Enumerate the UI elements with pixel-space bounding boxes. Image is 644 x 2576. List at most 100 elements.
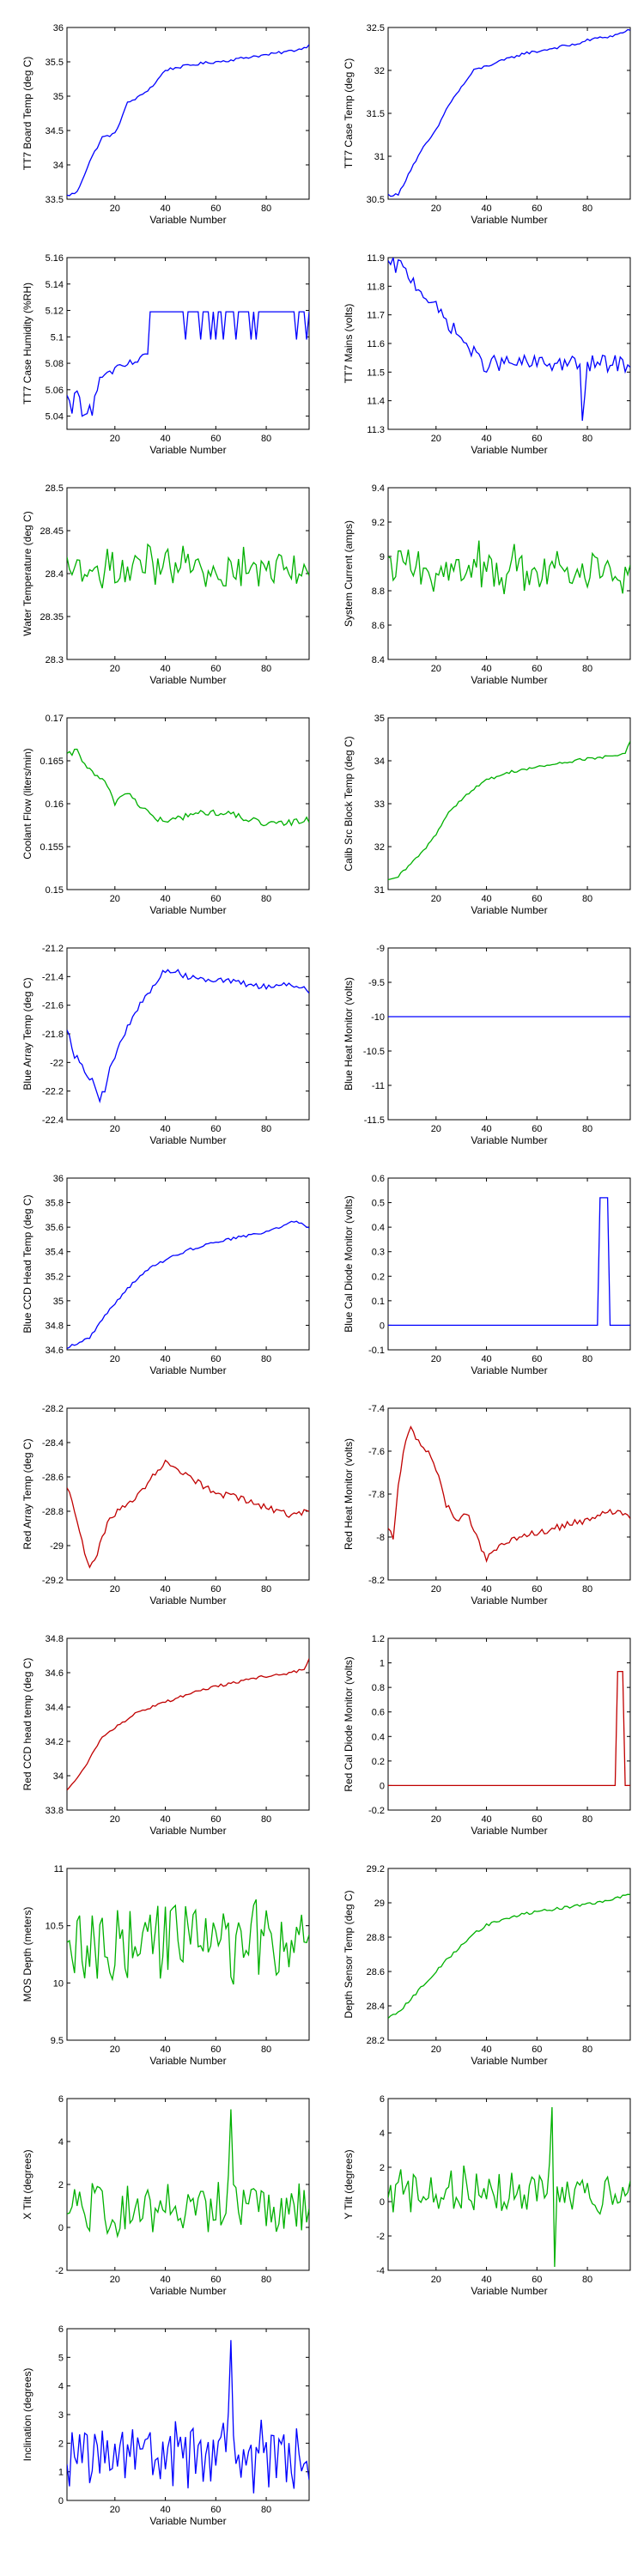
y-tick-label: -21.2 [42,944,64,954]
x-axis-label: Variable Number [471,214,547,226]
y-axis-label: TT7 Board Temp (deg C) [21,57,33,171]
y-tick-label: 28.4 [46,569,64,580]
series-line [67,1220,309,1350]
x-tick-label: 40 [160,1584,170,1595]
y-axis-label: Red CCD head temp (deg C) [21,1658,33,1791]
axes-box [66,717,310,890]
y-tick-label: 34.2 [46,1737,64,1747]
y-tick-label: 34.4 [46,1703,64,1713]
plot-9: -22.4 -22.2 -22 -21.8 -21.6 -21.4 -21.2 20 40 60 8… [21,944,310,1146]
y-tick-label: 5.12 [46,307,64,317]
y-tick-label: 0 [380,1781,385,1791]
y-tick-label: 0.155 [39,842,64,853]
axes-box [66,1637,310,1811]
x-tick-label: 80 [261,1584,271,1595]
y-axis-label: Inclination (degrees) [21,2368,33,2462]
y-tick-label: 0.165 [39,756,64,767]
y-tick-label: 11 [54,1864,64,1874]
y-tick-label: 33.5 [46,195,64,205]
plot-10: -11.5 -11 -10.5 -10 -9.5 -9 20 40 60 80 Variable N… [343,944,631,1146]
y-tick-label: 11.3 [367,425,385,435]
y-axis-label: Depth Sensor Temp (deg C) [343,1890,355,2018]
x-tick-label: 40 [481,894,491,904]
axes-box [66,2328,310,2501]
x-tick-label: 60 [210,1814,221,1825]
x-tick-label: 20 [431,2275,441,2285]
y-tick-label: 1 [58,2468,64,2478]
axes-box [387,257,631,430]
y-axis-label: Blue Cal Diode Monitor (volts) [343,1195,355,1332]
x-tick-label: 20 [431,1124,441,1134]
axes-box [66,1868,310,2041]
y-tick-label: 0.2 [372,1757,385,1767]
y-tick-label: 5.16 [46,253,64,264]
y-tick-label: 2 [58,2180,64,2190]
x-tick-label: 20 [110,1124,120,1134]
x-tick-label: 80 [582,204,592,214]
series-line [67,1899,309,1985]
x-tick-label: 60 [210,2505,221,2515]
y-tick-label: 28.35 [39,612,64,623]
y-tick-label: 35.2 [46,1272,64,1282]
y-tick-label: 35 [53,1297,64,1307]
x-tick-label: 20 [110,1354,120,1364]
y-tick-label: 34.6 [46,1346,64,1356]
x-axis-label: Variable Number [149,674,226,686]
x-tick-label: 80 [261,1354,271,1364]
y-tick-label: -22 [50,1058,64,1068]
x-tick-label: 40 [481,2044,491,2055]
x-tick-label: 80 [261,2044,271,2055]
axes-box [66,947,310,1121]
axes-box [66,2098,310,2271]
x-tick-label: 40 [481,1124,491,1134]
y-tick-label: 4 [380,2129,385,2139]
y-tick-label: 4 [58,2382,64,2392]
y-tick-label: -22.2 [42,1087,64,1097]
series-line [67,543,309,589]
x-tick-label: 40 [160,1354,170,1364]
axes-box [387,27,631,200]
axes-box [387,487,631,660]
y-tick-label: 35.4 [46,1248,64,1258]
x-tick-label: 60 [210,2044,221,2055]
y-tick-label: 11.4 [367,397,385,407]
y-tick-label: -28.6 [42,1473,64,1483]
series-line [388,258,630,422]
x-tick-label: 60 [532,1584,542,1595]
x-axis-label: Variable Number [149,1825,226,1837]
x-tick-label: 40 [481,2275,491,2285]
y-tick-label: 28.2 [367,2036,385,2046]
y-tick-label: 34.5 [46,126,64,137]
y-tick-label: 34.8 [46,1321,64,1331]
x-tick-label: 40 [481,1814,491,1825]
x-tick-label: 80 [261,1814,271,1825]
y-tick-label: 11.5 [367,368,385,378]
y-tick-label: 6 [58,2094,64,2105]
series-line [67,2109,309,2239]
y-tick-label: 9.2 [372,518,385,528]
y-tick-label: 0.3 [372,1248,385,1258]
y-tick-label: 9 [380,552,385,562]
x-tick-label: 80 [582,2275,592,2285]
y-tick-label: 5.1 [51,332,64,343]
x-tick-label: 40 [160,2505,170,2515]
y-tick-label: -2 [376,2232,385,2242]
y-tick-label: 0.8 [372,1683,385,1693]
x-tick-label: 60 [210,204,221,214]
y-tick-label: -4 [376,2266,385,2276]
plot-15: 33.8 34 34.2 34.4 34.6 34.8 20 40 60 80 Variable N… [21,1634,310,1837]
y-tick-label: 0 [58,2496,64,2506]
y-tick-label: -29.2 [42,1576,64,1586]
x-tick-label: 40 [481,1354,491,1364]
plot-18: 28.2 28.4 28.6 28.8 29 29.2 20 40 60 80 Variable N… [343,1864,631,2067]
x-axis-label: Variable Number [471,1134,547,1146]
y-tick-label: 0.16 [46,799,64,810]
y-tick-label: 9.5 [51,2036,64,2046]
y-tick-label: -0.2 [368,1806,385,1816]
x-tick-label: 40 [160,2275,170,2285]
y-tick-label: 35.6 [46,1223,64,1233]
y-axis-label: Blue CCD Head Temp (deg C) [21,1194,33,1333]
x-tick-label: 80 [261,894,271,904]
x-tick-label: 40 [481,204,491,214]
x-tick-label: 80 [582,1584,592,1595]
